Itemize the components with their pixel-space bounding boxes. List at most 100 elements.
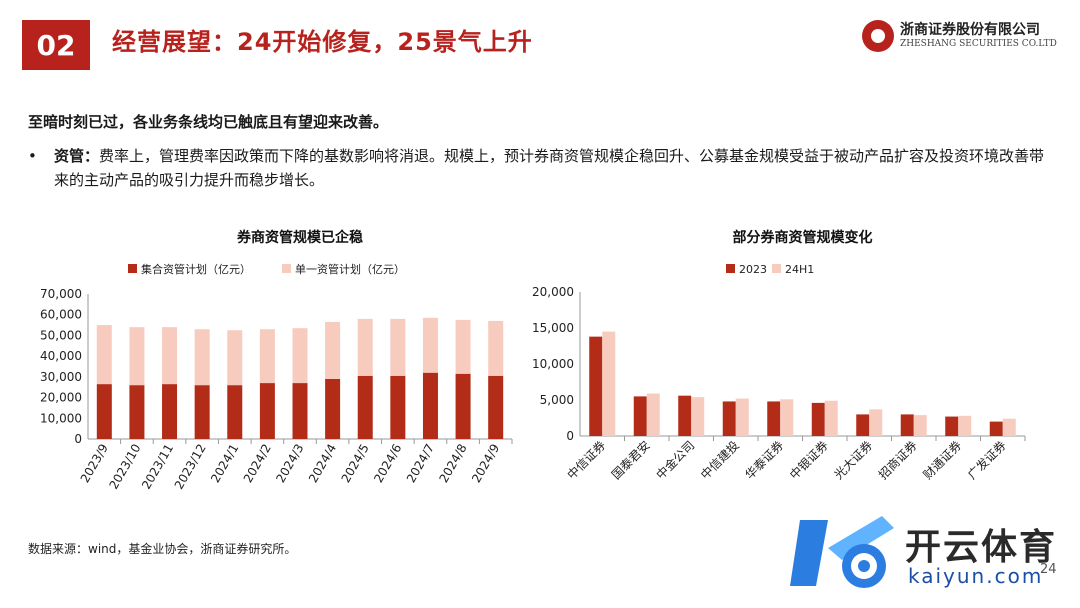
bar-single — [259, 329, 275, 384]
bar-collective — [96, 384, 112, 439]
legend-swatch-1 — [772, 264, 781, 273]
x-tick-label: 2024/8 — [436, 442, 469, 486]
bar-2023 — [767, 401, 781, 436]
x-tick-label: 2023/11 — [139, 442, 176, 492]
y-tick-label: 60,000 — [40, 308, 82, 322]
bar-24h1 — [646, 393, 660, 436]
legend-label-0: 集合资管计划（亿元） — [141, 262, 251, 276]
logo-cn-name: 浙商证券股份有限公司 — [900, 22, 1040, 38]
x-tick-label: 2023/12 — [172, 442, 209, 492]
logo-mark-icon — [862, 20, 894, 52]
bar-single — [488, 320, 504, 376]
x-tick-label: 华泰证券 — [742, 438, 787, 483]
watermark: 开云体育 kaiyun.com — [790, 508, 1070, 598]
data-source-note: 数据来源：wind，基金业协会，浙商证券研究所。 — [28, 542, 297, 556]
bar-2023 — [811, 402, 825, 436]
legend-swatch-0 — [128, 264, 137, 273]
bar-single — [129, 327, 145, 386]
legend-label-1: 单一资管计划（亿元） — [295, 262, 405, 276]
x-tick-label: 中信建投 — [697, 438, 742, 483]
bullet-text: 费率上，管理费率因政策而下降的基数影响将消退。规模上，预计券商资管规模企稳回升、… — [54, 147, 1045, 189]
bar-collective — [488, 375, 504, 439]
y-tick-label: 5,000 — [540, 393, 574, 407]
bar-single — [455, 319, 471, 374]
x-tick-label: 国泰君安 — [608, 438, 653, 483]
x-tick-label: 2024/7 — [404, 442, 437, 486]
bar-collective — [292, 383, 308, 439]
section-number-badge: 02 — [22, 20, 90, 70]
bar-2023 — [633, 396, 647, 436]
bullet-text-block: 资管：费率上，管理费率因政策而下降的基数影响将消退。规模上，预计券商资管规模企稳… — [54, 144, 1054, 192]
bar-2023 — [900, 414, 914, 436]
watermark-url: kaiyun.com — [908, 564, 1044, 588]
x-tick-label: 2023/9 — [78, 442, 111, 486]
x-tick-label: 中银证券 — [786, 438, 831, 483]
bar-24h1 — [824, 400, 838, 436]
y-tick-label: 30,000 — [40, 370, 82, 384]
bar-collective — [390, 375, 406, 439]
company-logo: 浙商证券股份有限公司 ZHESHANG SECURITIES CO.LTD — [862, 18, 1062, 58]
bar-24h1 — [913, 415, 927, 436]
chart1-title: 券商资管规模已企稳 — [237, 229, 363, 246]
bar-24h1 — [1002, 418, 1016, 436]
legend-swatch-1 — [282, 264, 291, 273]
legend-label-0: 2023 — [739, 263, 767, 276]
bar-single — [422, 317, 438, 373]
bar-single — [194, 329, 210, 386]
bar-24h1 — [735, 398, 749, 436]
lead-sentence: 至暗时刻已过，各业务条线均已触底且有望迎来改善。 — [28, 113, 389, 131]
bar-24h1 — [958, 415, 972, 436]
y-tick-label: 0 — [74, 432, 82, 446]
bar-collective — [162, 384, 178, 439]
bar-collective — [325, 378, 341, 439]
x-tick-label: 招商证券 — [875, 438, 920, 483]
bar-2023 — [678, 395, 692, 436]
bar-collective — [129, 385, 145, 439]
watermark-k-icon — [790, 516, 894, 588]
bar-2023 — [856, 414, 870, 436]
bar-2023 — [945, 416, 959, 436]
bar-2023 — [589, 336, 603, 436]
bar-single — [162, 327, 178, 385]
watermark-text: 开云体育 — [905, 527, 1058, 568]
x-tick-label: 2023/10 — [106, 442, 143, 492]
y-tick-label: 10,000 — [532, 357, 574, 371]
x-tick-label: 2024/1 — [208, 442, 241, 486]
bar-collective — [259, 383, 275, 439]
x-tick-label: 2024/3 — [273, 442, 306, 486]
bar-single — [292, 328, 308, 384]
bar-24h1 — [602, 331, 616, 436]
bar-single — [227, 330, 243, 386]
x-tick-label: 2024/2 — [241, 442, 274, 486]
x-tick-label: 2024/9 — [469, 442, 502, 486]
chart2-title: 部分券商资管规模变化 — [733, 229, 873, 246]
chart-broker-asset-change: 部分券商资管规模变化 2023 24H1 0 5,000 10,000 15,000 20,0… — [532, 229, 1026, 483]
bar-collective — [227, 385, 243, 439]
bar-single — [325, 321, 341, 379]
page-number: 24 — [1040, 562, 1057, 577]
bar-collective — [422, 372, 438, 439]
x-tick-label: 财通证券 — [920, 438, 965, 483]
bar-24h1 — [691, 397, 705, 436]
legend-label-1: 24H1 — [785, 263, 814, 276]
x-tick-label: 光大证券 — [831, 438, 876, 483]
page-title: 经营展望：24开始修复，25景气上升 — [112, 28, 533, 56]
bullet-marker: • — [28, 147, 37, 165]
x-tick-label: 中信证券 — [564, 438, 609, 483]
logo-en-name: ZHESHANG SECURITIES CO.LTD — [900, 39, 1057, 49]
y-tick-label: 10,000 — [40, 411, 82, 425]
bar-24h1 — [780, 399, 794, 436]
bar-collective — [357, 375, 373, 439]
y-tick-label: 0 — [566, 429, 574, 443]
x-tick-label: 2024/4 — [306, 442, 339, 486]
y-tick-label: 20,000 — [40, 391, 82, 405]
bullet-label: 资管： — [54, 147, 100, 165]
bar-24h1 — [869, 409, 883, 436]
legend-swatch-0 — [726, 264, 735, 273]
y-tick-label: 70,000 — [40, 287, 82, 301]
bar-2023 — [989, 421, 1003, 436]
y-tick-label: 15,000 — [532, 321, 574, 335]
bar-2023 — [722, 401, 736, 436]
bar-collective — [455, 373, 471, 439]
